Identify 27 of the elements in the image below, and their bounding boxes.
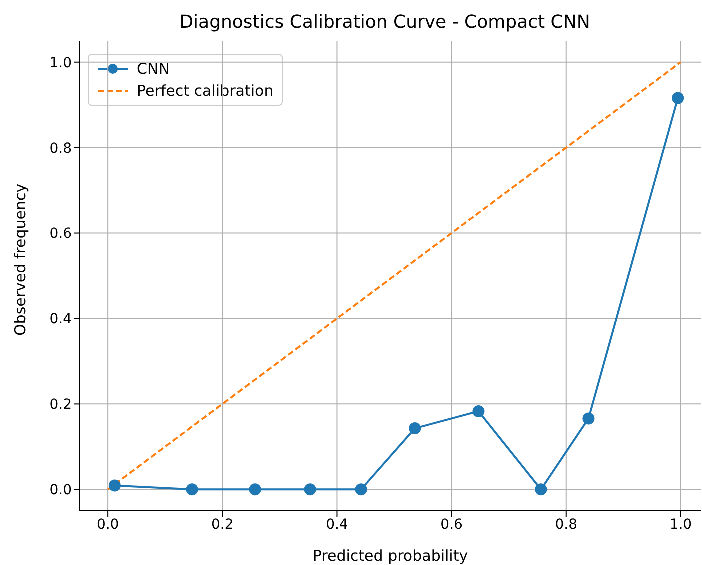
y-tick-label: 0.4 bbox=[50, 312, 72, 328]
legend-label: Perfect calibration bbox=[137, 81, 274, 102]
y-tick-label: 0.6 bbox=[50, 226, 72, 242]
point bbox=[582, 412, 595, 425]
y-tick-label: 1.0 bbox=[50, 55, 72, 72]
x-tick-label: 0.4 bbox=[326, 516, 348, 533]
x-axis-title: Predicted probability bbox=[312, 547, 468, 565]
x-tick-label: 1.0 bbox=[670, 516, 692, 533]
point bbox=[672, 92, 684, 104]
x-tick-label: 0.6 bbox=[440, 516, 464, 533]
point bbox=[304, 484, 316, 496]
y-tick-label: 0.2 bbox=[50, 397, 72, 414]
y-tick-label: 0.0 bbox=[50, 482, 72, 499]
legend-label: CNN bbox=[137, 59, 170, 80]
point bbox=[355, 484, 368, 496]
x-tick-label: 0.2 bbox=[212, 516, 234, 533]
chart-title: Diagnostics Calibration Curve - Compact CNN bbox=[178, 11, 592, 35]
x-tick-label: 0.0 bbox=[96, 516, 120, 533]
point bbox=[535, 484, 548, 496]
y-tick-label: 0.8 bbox=[50, 140, 72, 157]
point bbox=[249, 484, 262, 496]
x-tick-label: 0.8 bbox=[555, 516, 578, 533]
point bbox=[472, 405, 485, 418]
point bbox=[409, 422, 422, 435]
point bbox=[108, 480, 121, 492]
point bbox=[186, 484, 198, 496]
y-axis-title: Observed frequency bbox=[11, 184, 30, 336]
